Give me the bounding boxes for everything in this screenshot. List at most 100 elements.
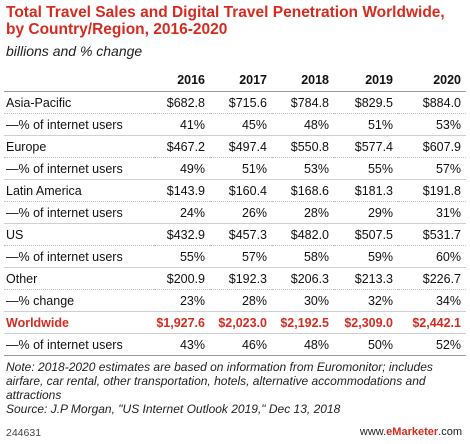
chart-id: 244631 (6, 427, 42, 439)
value-cell-2019: $829.5 (334, 91, 398, 114)
value-cell-2019: $507.5 (334, 223, 398, 246)
brand-url: www.eMarketer.com (360, 426, 462, 438)
value-cell-2016: $467.2 (154, 135, 210, 158)
table-row: —% change 23% 28% 30% 32% 34% (4, 289, 466, 312)
table-row: Latin America $143.9 $160.4 $168.6 $181.3 $19… (4, 179, 466, 202)
note-text: Note: 2018-2020 estimates are based on i… (6, 360, 433, 402)
value-cell-2018: $2,192.5 (272, 311, 334, 334)
header-year-2016: 2016 (154, 69, 210, 92)
url-suffix: .com (438, 426, 462, 438)
value-cell-2019: 29% (334, 201, 398, 224)
row-label: US (4, 223, 154, 246)
table-row: —% of internet users 43% 46% 48% 50% 52% (4, 333, 466, 356)
header-label-cell (4, 69, 154, 92)
row-label: —% of internet users (4, 113, 154, 136)
table-row: Asia-Pacific $682.8 $715.6 $784.8 $829.5 $884… (4, 91, 466, 114)
value-cell-2019: $577.4 (334, 135, 398, 158)
value-cell-2019: 55% (334, 157, 398, 180)
value-cell-2017: 57% (210, 245, 272, 268)
value-cell-2020: $2,442.1 (398, 311, 466, 334)
value-cell-2020: 53% (398, 113, 466, 136)
url-prefix: www. (359, 426, 387, 438)
row-label: —% of internet users (4, 201, 154, 224)
value-cell-2016: 23% (154, 289, 210, 312)
row-label: —% change (4, 289, 154, 312)
value-cell-2017: 26% (210, 201, 272, 224)
table-row: US $432.9 $457.3 $482.0 $507.5 $531.7 (4, 223, 466, 246)
row-label: Asia-Pacific (4, 91, 154, 114)
table-row: —% of internet users 55% 57% 58% 59% 60% (4, 245, 466, 268)
chart-title: Total Travel Sales and Digital Travel Pe… (6, 4, 445, 38)
value-cell-2017: $192.3 (210, 267, 272, 290)
value-cell-2018: 48% (272, 113, 334, 136)
row-label: —% of internet users (4, 157, 154, 180)
url-brand: eMarketer (386, 426, 439, 438)
value-cell-2020: $884.0 (398, 91, 466, 114)
value-cell-2017: $2,023.0 (210, 311, 272, 334)
value-cell-2016: 49% (154, 157, 210, 180)
value-cell-2020: $191.8 (398, 179, 466, 202)
value-cell-2017: 51% (210, 157, 272, 180)
table-row: Europe $467.2 $497.4 $550.8 $577.4 $607.9 (4, 135, 466, 158)
table-row: —% of internet users 41% 45% 48% 51% 53% (4, 113, 466, 136)
value-cell-2018: 30% (272, 289, 334, 312)
value-cell-2018: 58% (272, 245, 334, 268)
value-cell-2017: $160.4 (210, 179, 272, 202)
value-cell-2019: $213.3 (334, 267, 398, 290)
value-cell-2020: 34% (398, 289, 466, 312)
value-cell-2016: 55% (154, 245, 210, 268)
header-row: 2016 2017 2018 2019 2020 (4, 69, 466, 92)
value-cell-2020: $607.9 (398, 135, 466, 158)
value-cell-2016: $1,927.6 (154, 311, 210, 334)
value-cell-2017: $715.6 (210, 91, 272, 114)
value-cell-2016: $432.9 (154, 223, 210, 246)
value-cell-2017: 45% (210, 113, 272, 136)
value-cell-2020: 52% (398, 333, 466, 356)
source-text: Source: J.P Morgan, "US Internet Outlook… (6, 402, 341, 416)
header-year-2017: 2017 (210, 69, 272, 92)
row-label: Other (4, 267, 154, 290)
value-cell-2017: $497.4 (210, 135, 272, 158)
row-label: Worldwide (4, 311, 154, 334)
value-cell-2017: 46% (210, 333, 272, 356)
value-cell-2020: 31% (398, 201, 466, 224)
value-cell-2020: $531.7 (398, 223, 466, 246)
header-year-2019: 2019 (334, 69, 398, 92)
value-cell-2020: $226.7 (398, 267, 466, 290)
value-cell-2016: 43% (154, 333, 210, 356)
value-cell-2019: $2,309.0 (334, 311, 398, 334)
table-row: —% of internet users 24% 26% 28% 29% 31% (4, 201, 466, 224)
footnote: Note: 2018-2020 estimates are based on i… (6, 360, 464, 416)
chart-subtitle: billions and % change (6, 43, 143, 59)
table-row: Other $200.9 $192.3 $206.3 $213.3 $226.7 (4, 267, 466, 290)
value-cell-2019: 50% (334, 333, 398, 356)
value-cell-2016: $200.9 (154, 267, 210, 290)
value-cell-2019: $181.3 (334, 179, 398, 202)
row-label: Europe (4, 135, 154, 158)
value-cell-2018: 48% (272, 333, 334, 356)
value-cell-2018: $168.6 (272, 179, 334, 202)
header-year-2020: 2020 (398, 69, 466, 92)
value-cell-2019: 59% (334, 245, 398, 268)
value-cell-2018: $784.8 (272, 91, 334, 114)
header-year-2018: 2018 (272, 69, 334, 92)
data-table: 2016 2017 2018 2019 2020 Asia-Pacific $68… (4, 69, 466, 356)
value-cell-2020: 57% (398, 157, 466, 180)
value-cell-2016: $143.9 (154, 179, 210, 202)
row-label: —% of internet users (4, 333, 154, 356)
table-row: —% of internet users 49% 51% 53% 55% 57% (4, 157, 466, 180)
value-cell-2017: 28% (210, 289, 272, 312)
value-cell-2019: 32% (334, 289, 398, 312)
value-cell-2018: 28% (272, 201, 334, 224)
table-body: Asia-Pacific $682.8 $715.6 $784.8 $829.5 $884… (4, 91, 466, 356)
value-cell-2016: 24% (154, 201, 210, 224)
table-row: Worldwide $1,927.6 $2,023.0 $2,192.5 $2,309.… (4, 311, 466, 334)
value-cell-2018: $550.8 (272, 135, 334, 158)
value-cell-2018: 53% (272, 157, 334, 180)
row-label: —% of internet users (4, 245, 154, 268)
value-cell-2018: $206.3 (272, 267, 334, 290)
value-cell-2016: $682.8 (154, 91, 210, 114)
row-label: Latin America (4, 179, 154, 202)
value-cell-2017: $457.3 (210, 223, 272, 246)
value-cell-2018: $482.0 (272, 223, 334, 246)
